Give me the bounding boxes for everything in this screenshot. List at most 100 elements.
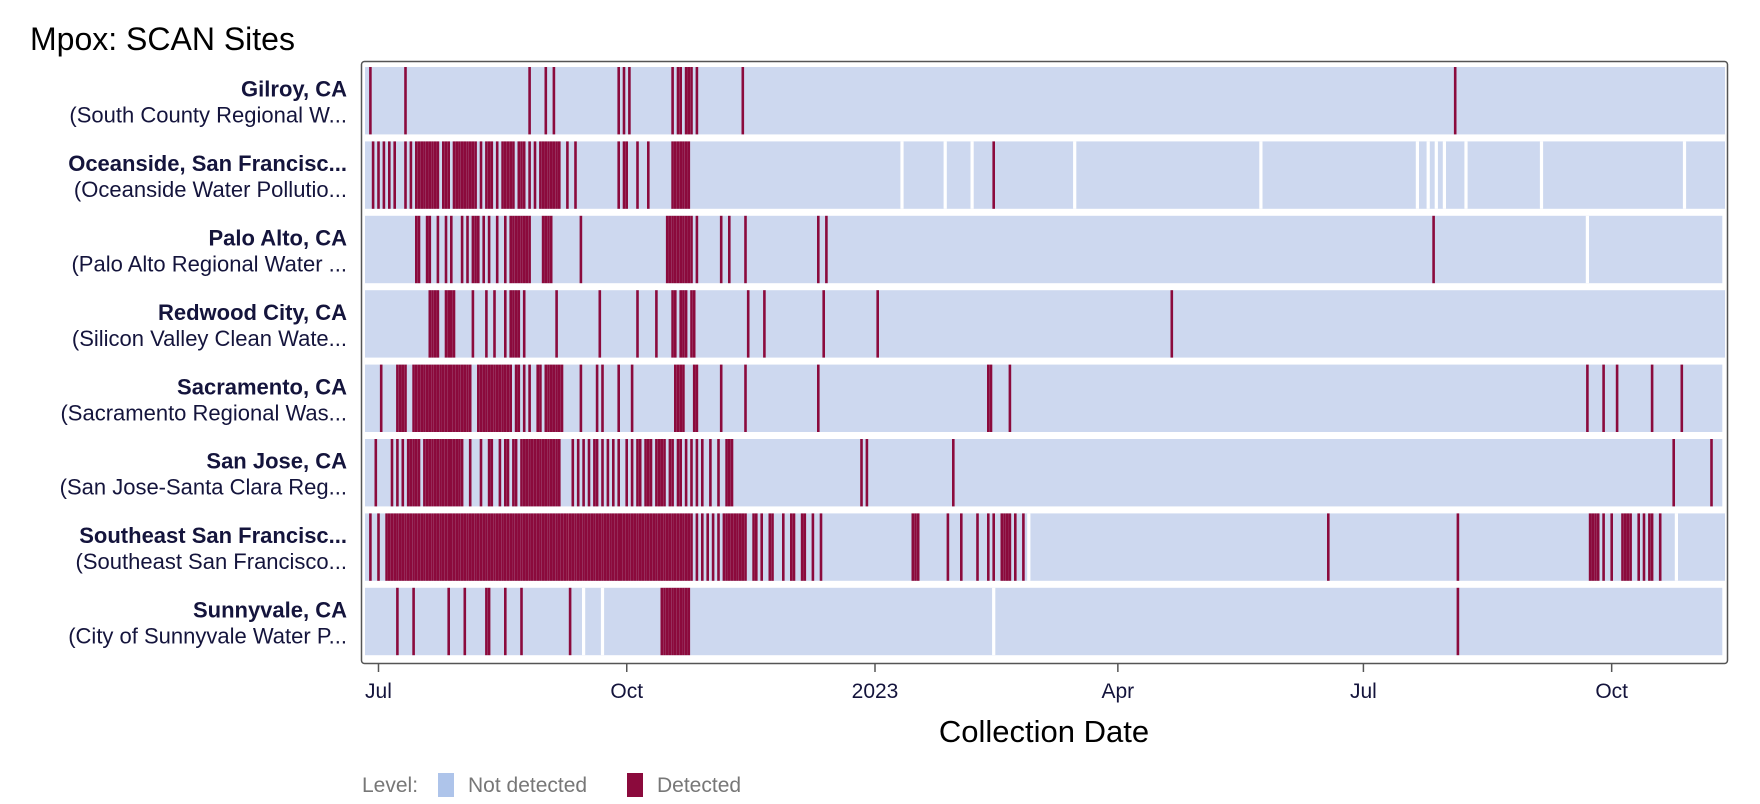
site-name-label: Gilroy, CA — [241, 77, 347, 102]
detected-mark — [485, 513, 488, 581]
detected-mark — [549, 439, 553, 507]
detected-mark — [803, 513, 807, 581]
detected-mark — [460, 513, 464, 581]
detected-mark — [593, 513, 596, 581]
detected-mark — [487, 364, 491, 432]
detected-mark — [644, 439, 647, 507]
detected-mark — [668, 513, 672, 581]
detected-mark — [404, 364, 407, 432]
site-plant-label: (San Jose-Santa Clara Reg... — [60, 475, 347, 500]
detected-mark — [717, 513, 720, 581]
site-name-label: Oceanside, San Francisc... — [68, 151, 347, 176]
detected-mark — [377, 141, 380, 209]
detected-mark — [544, 141, 548, 209]
detected-mark — [1621, 513, 1624, 581]
detected-mark — [490, 364, 494, 432]
detected-mark — [1680, 364, 1684, 432]
detected-mark — [560, 364, 564, 432]
detected-mark — [1637, 513, 1640, 581]
gap-line — [1426, 141, 1430, 209]
detected-mark — [1626, 513, 1630, 581]
detected-mark — [822, 290, 825, 358]
detected-mark — [744, 215, 747, 284]
detected-mark — [671, 67, 674, 135]
detected-mark — [911, 513, 915, 581]
detected-mark — [471, 141, 475, 209]
gap-line — [992, 587, 996, 656]
detected-mark — [668, 439, 672, 507]
detected-mark — [630, 513, 634, 581]
detected-mark — [719, 215, 723, 284]
detected-mark — [398, 364, 402, 432]
detected-mark — [614, 513, 618, 581]
detected-mark — [649, 439, 653, 507]
detected-mark — [585, 513, 588, 581]
detected-mark — [690, 513, 693, 581]
detected-mark — [560, 513, 564, 581]
gap-line — [582, 587, 586, 656]
detected-mark — [506, 141, 510, 209]
detected-mark — [544, 215, 548, 284]
detected-mark — [382, 141, 386, 209]
detected-mark — [514, 439, 518, 507]
detected-mark — [671, 290, 674, 358]
detected-mark — [617, 439, 620, 507]
detected-mark — [800, 513, 804, 581]
detected-mark — [495, 364, 499, 432]
detected-mark — [474, 513, 477, 581]
detected-mark — [436, 513, 440, 581]
detected-mark — [676, 364, 680, 432]
detected-mark — [452, 141, 456, 209]
detected-mark — [522, 439, 526, 507]
detected-mark — [436, 290, 440, 358]
detected-mark — [671, 141, 674, 209]
detected-mark — [579, 215, 583, 284]
detected-mark — [498, 513, 502, 581]
detected-mark — [495, 141, 499, 209]
detected-mark — [741, 513, 745, 581]
detected-mark — [428, 439, 432, 507]
detected-mark — [1022, 513, 1025, 581]
detected-mark — [636, 141, 639, 209]
gap-line — [1585, 215, 1589, 284]
detected-mark — [415, 439, 418, 507]
detected-mark — [520, 513, 523, 581]
detected-mark — [490, 513, 494, 581]
detected-mark — [525, 215, 529, 284]
detected-mark — [412, 513, 415, 581]
detected-mark — [549, 364, 553, 432]
detected-mark — [671, 439, 674, 507]
detected-mark — [415, 364, 418, 432]
detected-mark — [487, 587, 491, 656]
detected-mark — [420, 364, 423, 432]
detected-mark — [433, 141, 437, 209]
site-row — [365, 513, 1725, 581]
detected-mark — [485, 587, 488, 656]
detected-mark — [463, 364, 467, 432]
detected-mark — [409, 439, 413, 507]
detected-mark — [590, 513, 593, 581]
detected-mark — [447, 364, 450, 432]
detected-mark — [593, 439, 596, 507]
detected-mark — [506, 439, 510, 507]
detected-mark — [620, 513, 623, 581]
detected-mark — [701, 513, 704, 581]
detected-mark — [431, 439, 434, 507]
detected-mark — [690, 290, 693, 358]
detected-mark — [522, 215, 526, 284]
detected-mark — [522, 513, 526, 581]
detected-mark — [401, 439, 405, 507]
detected-mark — [504, 439, 507, 507]
detected-mark — [458, 364, 461, 432]
detected-mark — [598, 290, 602, 358]
detected-mark — [574, 141, 577, 209]
detected-mark — [412, 587, 415, 656]
detected-mark — [420, 141, 423, 209]
detected-mark — [1650, 513, 1654, 581]
detected-mark — [471, 215, 475, 284]
row-background — [365, 215, 1723, 284]
detected-mark — [423, 141, 426, 209]
detected-mark — [423, 364, 426, 432]
detected-mark — [450, 364, 453, 432]
